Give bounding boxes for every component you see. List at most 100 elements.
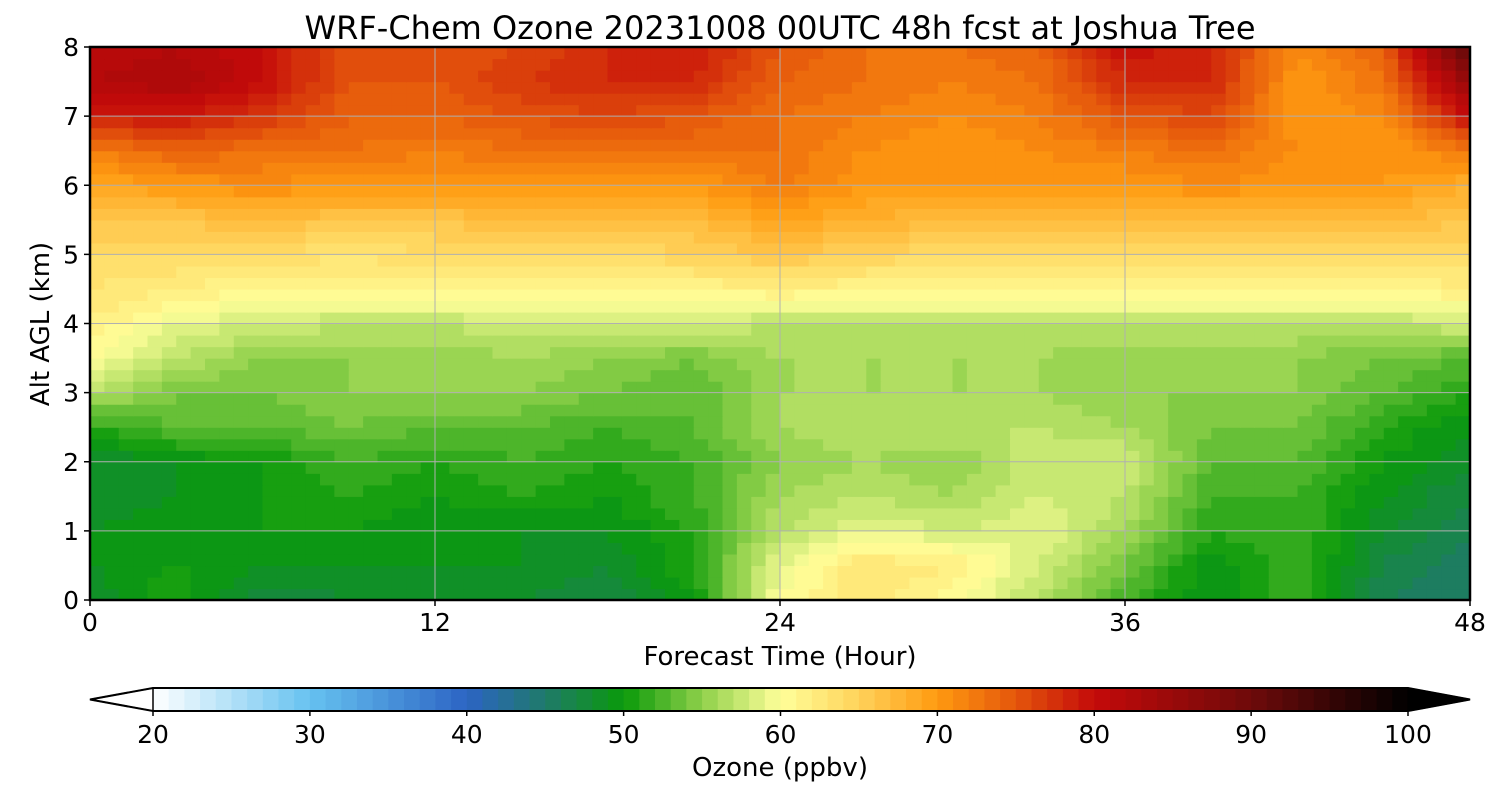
heatmap-cell [506, 81, 522, 94]
heatmap-cell [1240, 81, 1255, 94]
heatmap-cell [276, 81, 292, 94]
heatmap-cell [1455, 450, 1470, 463]
heatmap-cell [521, 427, 537, 440]
heatmap-cell [1340, 93, 1356, 106]
heatmap-cell [636, 116, 652, 129]
heatmap-cell [564, 173, 580, 186]
heatmap-cell [1053, 438, 1069, 451]
heatmap-cell [808, 576, 824, 590]
heatmap-cell [1426, 358, 1442, 371]
heatmap-cell [1053, 484, 1069, 497]
heatmap-cell [1283, 58, 1299, 71]
heatmap-cell [808, 496, 824, 509]
heatmap-cell [995, 323, 1011, 336]
heatmap-cell [118, 473, 134, 486]
heatmap-cell [823, 185, 839, 198]
heatmap-cell [952, 530, 968, 543]
heatmap-cell [1326, 496, 1342, 509]
colorbar-level [498, 688, 515, 711]
heatmap-cell [1398, 553, 1414, 567]
heatmap-cell [736, 450, 752, 463]
heatmap-cell [420, 139, 436, 152]
heatmap-cell [621, 588, 637, 600]
heatmap-cell [205, 484, 220, 497]
heatmap-cell [765, 58, 781, 71]
heatmap-cell [147, 346, 163, 359]
heatmap-cell [1139, 58, 1155, 71]
heatmap-cell [909, 369, 925, 382]
heatmap-cell [693, 231, 709, 244]
heatmap-cell [291, 116, 307, 129]
heatmap-cell [305, 496, 321, 509]
heatmap-cell [1355, 335, 1370, 348]
heatmap-cell [923, 519, 939, 532]
heatmap-cell [391, 185, 407, 198]
chart-title: WRF-Chem Ozone 20231008 00UTC 48h fcst a… [304, 9, 1255, 47]
heatmap-cell [348, 542, 364, 555]
heatmap-cell [851, 104, 867, 117]
heatmap-cell [995, 288, 1011, 302]
heatmap-cell [1153, 208, 1169, 221]
heatmap-cell [1196, 473, 1212, 486]
heatmap-cell [1355, 392, 1370, 405]
heatmap-cell [348, 473, 364, 486]
heatmap-cell [880, 427, 896, 440]
heatmap-cell [535, 369, 551, 382]
heatmap-cell [435, 81, 450, 94]
heatmap-cell [736, 496, 752, 509]
heatmap-cell [305, 185, 321, 198]
heatmap-cell [593, 473, 609, 486]
heatmap-cell [1024, 208, 1040, 221]
heatmap-cell [736, 404, 752, 417]
heatmap-cell [1311, 196, 1327, 209]
heatmap-cell [1096, 185, 1112, 198]
colorbar-level [984, 688, 1001, 711]
heatmap-cell [161, 473, 177, 486]
heatmap-cell [1297, 47, 1313, 60]
heatmap-cell [90, 242, 105, 255]
heatmap-cell [449, 427, 465, 440]
heatmap-cell [851, 196, 867, 209]
heatmap-cell [823, 323, 839, 336]
heatmap-cell [1455, 104, 1470, 117]
heatmap-cell [952, 553, 968, 567]
heatmap-cell [1355, 104, 1370, 117]
heatmap-cell [607, 81, 623, 94]
heatmap-cell [320, 438, 335, 451]
heatmap-cell [550, 300, 565, 313]
heatmap-cell [535, 553, 551, 567]
heatmap-cell [262, 507, 278, 520]
heatmap-cell [435, 208, 450, 221]
heatmap-cell [794, 254, 810, 267]
heatmap-cell [1441, 219, 1457, 232]
heatmap-cell [1441, 565, 1457, 578]
heatmap-cell [1340, 346, 1356, 359]
colorbar-level [1376, 688, 1393, 711]
heatmap-cell [895, 473, 910, 486]
heatmap-cell [823, 311, 839, 325]
heatmap-cell [966, 162, 982, 175]
heatmap-cell [607, 104, 623, 117]
heatmap-cell [291, 139, 307, 152]
heatmap-cell [1196, 196, 1212, 209]
heatmap-cell [1096, 346, 1112, 359]
heatmap-cell [1225, 553, 1241, 567]
heatmap-cell [1168, 81, 1184, 94]
heatmap-cell [780, 208, 795, 221]
heatmap-cell [291, 519, 307, 532]
heatmap-cell [1153, 404, 1169, 417]
heatmap-cell [1268, 300, 1284, 313]
heatmap-cell [708, 542, 724, 555]
heatmap-cell [248, 231, 264, 244]
heatmap-cell [1024, 369, 1040, 382]
heatmap-cell [1326, 254, 1342, 267]
heatmap-cell [118, 173, 134, 186]
heatmap-cell [1081, 438, 1097, 451]
heatmap-cell [233, 507, 249, 520]
heatmap-cell [118, 265, 134, 279]
heatmap-cell [233, 104, 249, 117]
heatmap-cell [348, 519, 364, 532]
heatmap-cell [190, 473, 206, 486]
heatmap-cell [1441, 415, 1457, 428]
heatmap-cell [981, 104, 997, 117]
